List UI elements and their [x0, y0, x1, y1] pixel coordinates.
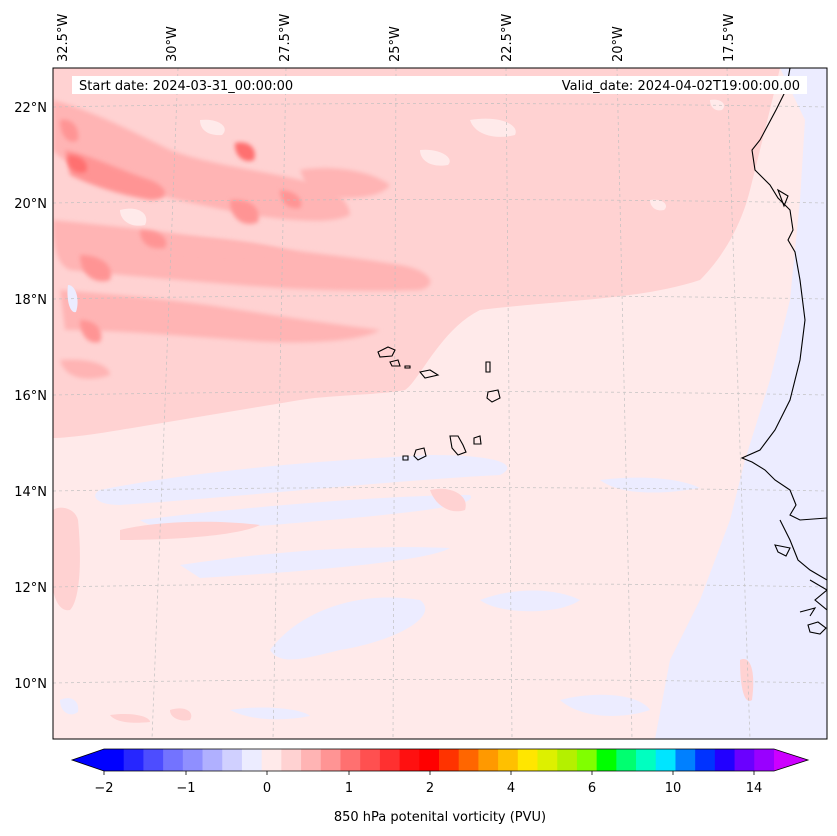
colorbar-bins — [104, 749, 775, 771]
colorbar-bin — [596, 749, 617, 771]
colorbar-bin — [182, 749, 203, 771]
cb-tick-label: −1 — [176, 781, 195, 796]
colorbar-bin — [379, 749, 400, 771]
colorbar-bin — [734, 749, 755, 771]
colorbar-tick-labels: −2 −1 0 1 2 4 6 10 14 — [94, 781, 762, 796]
colorbar-bin — [281, 749, 302, 771]
colorbar-ticks — [103, 771, 755, 775]
info-banner — [72, 76, 807, 94]
map-frame — [52, 67, 828, 740]
lat-label-18n: 18°N — [14, 293, 47, 308]
colorbar-bin — [458, 749, 479, 771]
colorbar-bin — [675, 749, 696, 771]
colorbar: −2 −1 0 1 2 4 6 10 14 850 hPa potenital … — [70, 748, 810, 825]
colorbar-bin — [498, 749, 519, 771]
colorbar-bin — [222, 749, 243, 771]
colorbar-bin — [695, 749, 716, 771]
cb-tick-label: 1 — [345, 781, 353, 796]
colorbar-bin — [360, 749, 381, 771]
colorbar-bin — [241, 749, 263, 771]
colorbar-bin — [340, 749, 361, 771]
cb-tick-label: 0 — [263, 781, 271, 796]
positive-pv-field — [53, 68, 780, 723]
cb-tick-label: 4 — [507, 781, 515, 796]
colorbar-bin — [104, 749, 125, 771]
lat-label-10n: 10°N — [14, 677, 47, 692]
lon-label-30w: 30°W — [165, 26, 180, 62]
colorbar-bin — [301, 749, 322, 771]
colorbar-bin — [754, 749, 775, 771]
latitude-labels: 22°N 20°N 18°N 16°N 14°N 12°N 10°N — [14, 101, 47, 692]
colorbar-bin — [202, 749, 223, 771]
lon-label-17-5w: 17.5°W — [722, 14, 737, 62]
lon-label-27-5w: 27.5°W — [278, 14, 293, 62]
colorbar-bin — [714, 749, 735, 771]
cb-tick-label: 2 — [426, 781, 434, 796]
colorbar-bin — [123, 749, 144, 771]
negative-pv-field — [60, 68, 827, 739]
colorbar-bin — [163, 749, 184, 771]
colorbar-over-arrow — [774, 749, 808, 771]
gridlines — [53, 68, 827, 739]
lon-label-20w: 20°W — [611, 26, 626, 62]
lat-label-20n: 20°N — [14, 197, 47, 212]
colorbar-bin — [261, 749, 282, 771]
cb-tick-label: 10 — [665, 781, 682, 796]
lat-label-14n: 14°N — [14, 485, 47, 500]
cb-tick-label: 6 — [588, 781, 596, 796]
coastlines — [377, 68, 827, 635]
colorbar-bin — [537, 749, 558, 771]
lon-label-32-5w: 32.5°W — [56, 14, 71, 62]
lat-label-16n: 16°N — [14, 389, 47, 404]
lat-label-22n: 22°N — [14, 101, 47, 116]
lon-label-25w: 25°W — [388, 26, 403, 62]
lon-label-22-5w: 22.5°W — [500, 14, 515, 62]
colorbar-bin — [478, 749, 499, 771]
valid-date-label: Valid_date: 2024-04-02T19:00:00.00 — [562, 79, 800, 94]
colorbar-bin — [419, 749, 440, 771]
colorbar-bin — [439, 749, 460, 771]
cb-tick-label: −2 — [94, 781, 113, 796]
map-panel: Start date: 2024-03-31_00:00:00 Valid_da… — [53, 68, 827, 739]
start-date-label: Start date: 2024-03-31_00:00:00 — [79, 79, 293, 94]
colorbar-bin — [636, 749, 657, 771]
colorbar-bin — [399, 749, 420, 771]
colorbar-bin — [655, 749, 676, 771]
colorbar-bin — [143, 749, 164, 771]
africa-coastline — [740, 68, 827, 521]
colorbar-bin — [517, 749, 538, 771]
colorbar-bin — [320, 749, 341, 771]
colorbar-under-arrow — [72, 749, 104, 771]
colorbar-bin — [557, 749, 578, 771]
cb-tick-label: 14 — [746, 781, 763, 796]
longitude-labels: 32.5°W 30°W 27.5°W 25°W 22.5°W 20°W 17.5… — [56, 14, 737, 62]
colorbar-title: 850 hPa potenital vorticity (PVU) — [334, 810, 546, 825]
colorbar-bin — [576, 749, 598, 771]
lat-label-12n: 12°N — [14, 581, 47, 596]
cape-verde-islands — [377, 346, 396, 358]
colorbar-bin — [616, 749, 637, 771]
